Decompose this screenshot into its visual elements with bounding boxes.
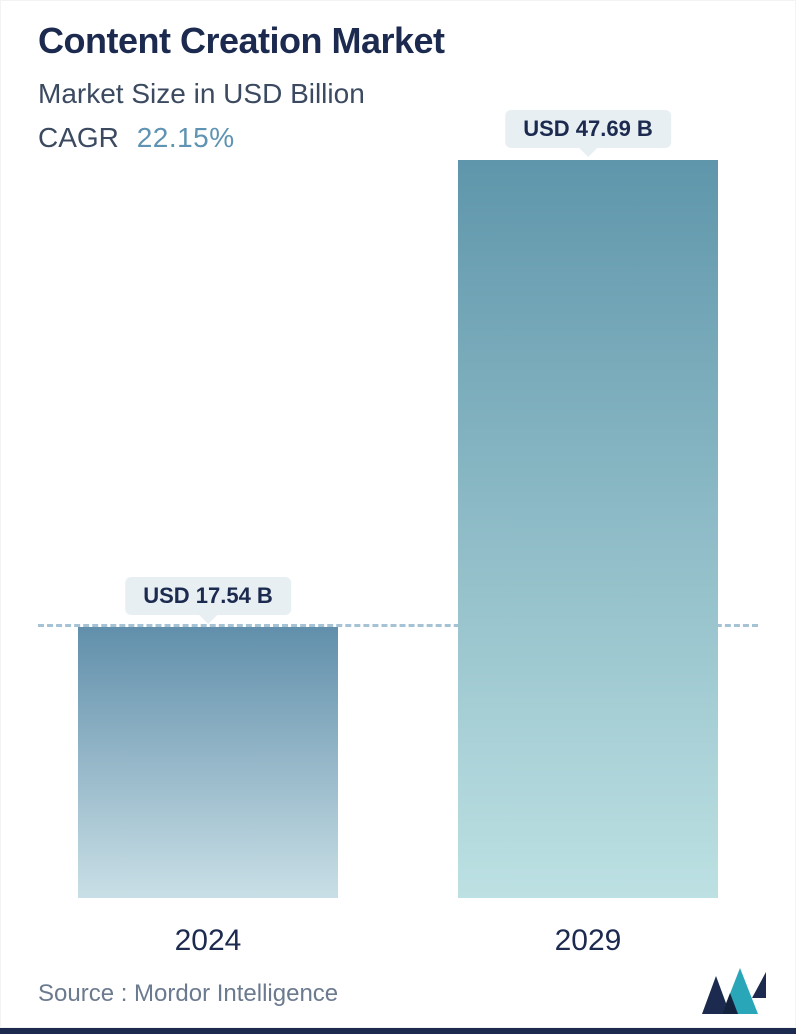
chart-subtitle: Market Size in USD Billion [38, 78, 365, 110]
x-axis-label: 2024 [175, 924, 242, 958]
chart-title: Content Creation Market [38, 20, 445, 62]
plot-area: USD 17.54 BUSD 47.69 B [38, 166, 758, 898]
cagr-line: CAGR 22.15% [38, 122, 235, 154]
cagr-value: 22.15% [137, 122, 235, 153]
x-axis-label: 2029 [555, 924, 622, 958]
bar-fill [458, 160, 718, 898]
cagr-label: CAGR [38, 122, 119, 153]
bar [458, 160, 718, 898]
brand-logo-icon [702, 968, 766, 1014]
bar-fill [78, 627, 338, 898]
bar-value-label: USD 47.69 B [505, 110, 671, 148]
source-attribution: Source : Mordor Intelligence [38, 980, 338, 1008]
bar [78, 627, 338, 898]
bar-value-label: USD 17.54 B [125, 577, 291, 615]
chart-card: Content Creation Market Market Size in U… [0, 0, 796, 1034]
